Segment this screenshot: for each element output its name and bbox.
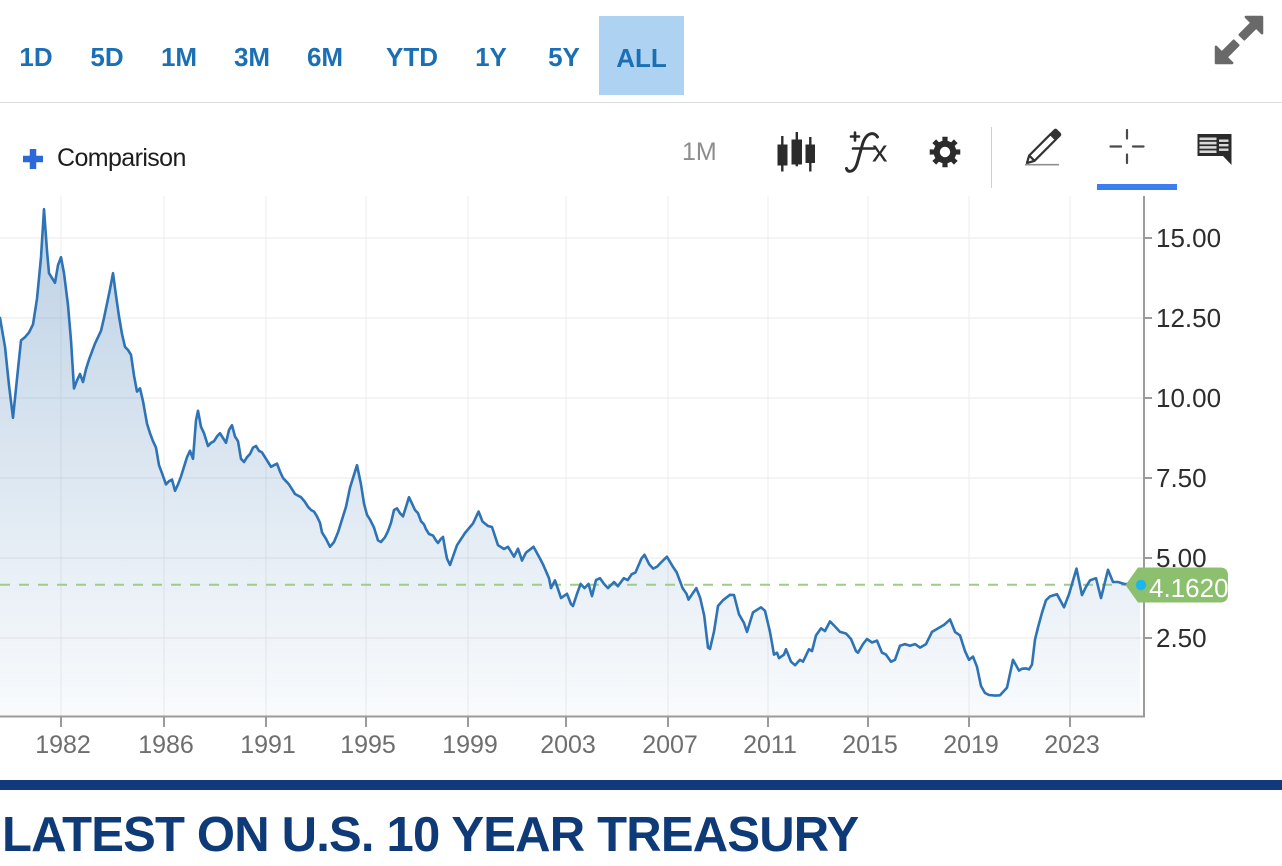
svg-text:2023: 2023	[1044, 731, 1100, 759]
svg-text:2011: 2011	[743, 731, 797, 759]
svg-text:1982: 1982	[35, 731, 91, 759]
svg-text:2015: 2015	[842, 731, 898, 759]
svg-text:2007: 2007	[642, 731, 698, 759]
svg-text:12.50: 12.50	[1156, 303, 1221, 333]
svg-text:1991: 1991	[240, 731, 296, 759]
svg-text:1986: 1986	[138, 731, 194, 759]
svg-text:4.1620: 4.1620	[1149, 573, 1229, 603]
svg-text:1999: 1999	[442, 731, 498, 759]
svg-text:2003: 2003	[540, 731, 596, 759]
svg-text:15.00: 15.00	[1156, 223, 1221, 253]
svg-text:7.50: 7.50	[1156, 463, 1207, 493]
svg-text:2019: 2019	[943, 731, 999, 759]
svg-text:x: x	[872, 134, 888, 169]
svg-text:1995: 1995	[340, 731, 396, 759]
svg-text:2.50: 2.50	[1156, 623, 1207, 653]
svg-text:10.00: 10.00	[1156, 383, 1221, 413]
